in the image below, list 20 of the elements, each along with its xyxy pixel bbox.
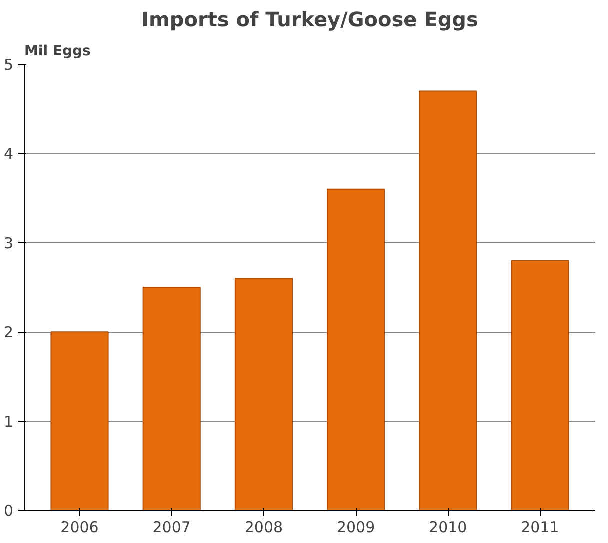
y-tick-label: 0 (4, 502, 14, 520)
bar (327, 188, 386, 510)
bar (50, 332, 109, 510)
chart-title: Imports of Turkey/Goose Eggs (142, 8, 478, 32)
bar (511, 260, 570, 510)
x-tick-label: 2007 (152, 518, 191, 536)
bar (142, 287, 201, 510)
y-tick-label: 2 (4, 324, 14, 342)
y-tick-label: 1 (4, 412, 14, 431)
y-tick-label: 4 (4, 145, 14, 164)
y-tick-label: 5 (4, 56, 14, 74)
bar (234, 278, 293, 510)
x-tick-label: 2010 (429, 518, 468, 536)
x-tick-label: 2011 (521, 518, 560, 536)
x-tick-label: 2006 (60, 518, 99, 536)
x-tick-label: 2009 (336, 518, 376, 536)
x-tick-label: 2008 (244, 518, 284, 536)
y-tick-label: 3 (4, 234, 14, 252)
bar (419, 90, 478, 510)
y-axis-title: Mil Eggs (24, 44, 91, 60)
